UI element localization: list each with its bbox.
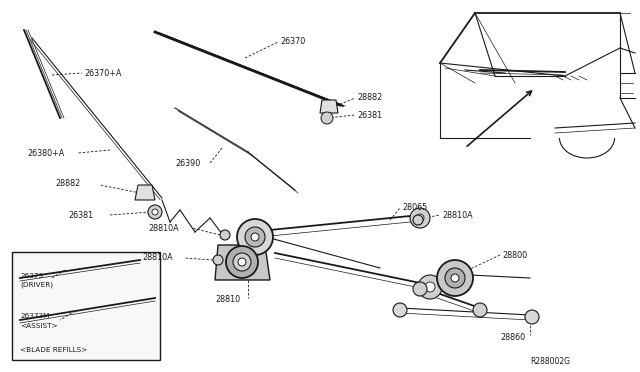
- Circle shape: [418, 275, 442, 299]
- Circle shape: [220, 230, 230, 240]
- Circle shape: [393, 303, 407, 317]
- Circle shape: [226, 246, 258, 278]
- Text: <BLADE REFILLS>: <BLADE REFILLS>: [20, 347, 88, 353]
- Text: 26381: 26381: [68, 211, 93, 219]
- Bar: [12, 252, 160, 360]
- Circle shape: [451, 274, 459, 282]
- Text: 28810A: 28810A: [148, 224, 179, 232]
- Text: 28882: 28882: [357, 93, 382, 102]
- Text: 28810A: 28810A: [442, 211, 472, 219]
- Text: R288002G: R288002G: [530, 357, 570, 366]
- Text: 28065: 28065: [402, 202, 428, 212]
- Text: 26373M: 26373M: [20, 313, 49, 319]
- Polygon shape: [215, 245, 270, 280]
- Circle shape: [425, 282, 435, 292]
- Text: 26370: 26370: [280, 36, 305, 45]
- Circle shape: [148, 205, 162, 219]
- Circle shape: [237, 219, 273, 255]
- Circle shape: [413, 215, 423, 225]
- Text: 28810: 28810: [215, 295, 240, 305]
- Circle shape: [238, 258, 246, 266]
- Circle shape: [251, 233, 259, 241]
- Text: <ASSIST>: <ASSIST>: [20, 323, 58, 329]
- Circle shape: [445, 268, 465, 288]
- Circle shape: [213, 255, 223, 265]
- Text: (DRIVER): (DRIVER): [20, 282, 53, 288]
- Polygon shape: [320, 100, 338, 113]
- Text: 26370+A: 26370+A: [84, 68, 122, 77]
- Circle shape: [413, 282, 427, 296]
- Circle shape: [473, 303, 487, 317]
- Text: 28860: 28860: [500, 333, 525, 341]
- Circle shape: [410, 208, 430, 228]
- Circle shape: [321, 112, 333, 124]
- Text: 26390: 26390: [175, 158, 200, 167]
- Text: 26381: 26381: [357, 110, 382, 119]
- Polygon shape: [135, 185, 155, 200]
- Circle shape: [525, 310, 539, 324]
- Circle shape: [437, 260, 473, 296]
- Text: 26373: 26373: [20, 273, 43, 279]
- Text: 26380+A: 26380+A: [27, 148, 64, 157]
- Circle shape: [233, 253, 251, 271]
- Text: 28810A: 28810A: [142, 253, 173, 263]
- Text: 28882: 28882: [55, 179, 80, 187]
- Circle shape: [245, 227, 265, 247]
- Circle shape: [416, 214, 424, 222]
- Circle shape: [152, 209, 158, 215]
- Text: 28800: 28800: [502, 250, 527, 260]
